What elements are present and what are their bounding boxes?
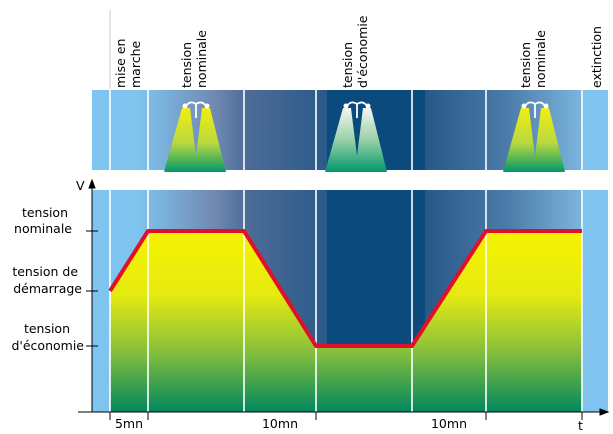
duration-label-2: 10mn <box>262 416 298 431</box>
phase-label-nominal-2: tension nominale <box>518 30 548 88</box>
street-lamp-nominal-icon-1 <box>164 101 226 172</box>
duration-label-1: 5mn <box>115 416 143 431</box>
level-label-startup: tension de démarrage <box>12 264 82 296</box>
x-axis-symbol: t <box>578 418 583 433</box>
phase-label-economy: tension d'économie <box>340 15 370 88</box>
voltage-curve <box>108 229 582 348</box>
voltage-area-fill <box>110 231 582 412</box>
phase-label-nominal-1: tension nominale <box>179 30 209 88</box>
duration-label-3: 10mn <box>431 416 467 431</box>
y-axis-symbol: V <box>76 178 85 193</box>
phase-label-off: extinction <box>589 26 604 88</box>
level-label-nominal: tension nominale <box>14 205 72 236</box>
phase-label-start: mise en marche <box>113 35 143 88</box>
axes <box>78 178 610 420</box>
street-lamp-economy-icon <box>325 101 387 172</box>
level-label-economy: tension d'économie <box>12 321 85 353</box>
street-lamp-nominal-icon-2 <box>503 101 565 172</box>
